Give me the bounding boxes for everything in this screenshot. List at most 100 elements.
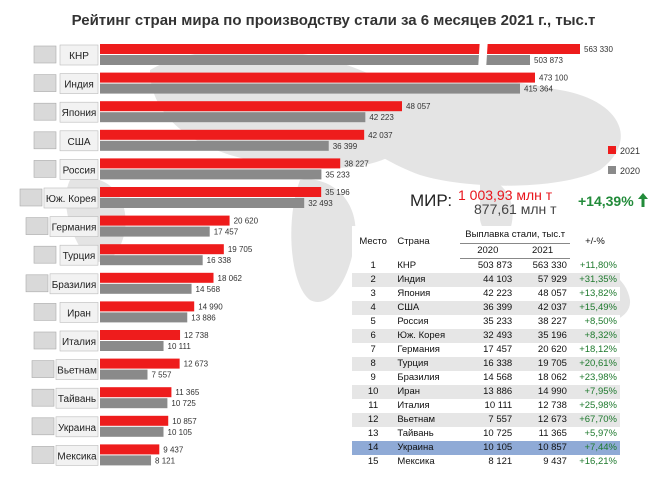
row-2020: 14 568 [460, 371, 516, 385]
bar-2020 [100, 283, 192, 294]
row-country: Италия [394, 399, 461, 413]
row-2020: 7 557 [460, 413, 516, 427]
country-label-box [55, 387, 99, 409]
bar-2020 [100, 312, 188, 323]
row-rank: 7 [352, 343, 395, 357]
value-label-2021: 48 057 [406, 102, 431, 111]
row-country: Турция [394, 357, 461, 371]
value-label-2020: 503 873 [534, 56, 563, 65]
table-row: 4 США 36 399 42 037 +15,49% [352, 301, 620, 315]
bar-2021 [100, 244, 224, 255]
value-label-2021: 473 100 [539, 74, 568, 83]
value-label-2020: 16 338 [207, 256, 232, 265]
bar-2021 [100, 387, 172, 398]
country-label: Япония [62, 108, 97, 119]
row-2020: 503 873 [460, 258, 516, 273]
up-arrow-icon [637, 193, 648, 207]
row-2021: 12 738 [515, 399, 570, 413]
country-label: Юж. Корея [46, 194, 96, 205]
row-2021: 19 705 [515, 357, 570, 371]
bar-2020 [100, 198, 305, 208]
row-rank: 11 [352, 399, 395, 413]
country-label: Мексика [57, 451, 97, 462]
bar-2020 [100, 398, 168, 409]
value-label-2021: 20 620 [234, 217, 259, 226]
row-change: +8,50% [569, 315, 620, 329]
country-flag-icon [33, 74, 57, 92]
row-2021: 14 990 [515, 385, 570, 399]
value-label-2020: 35 233 [325, 170, 350, 179]
bar-2021 [100, 415, 169, 426]
bar-2021 [100, 101, 402, 112]
row-country: США [394, 301, 461, 315]
row-rank: 6 [352, 329, 395, 343]
country-flag-icon [33, 45, 57, 64]
row-2021: 48 057 [515, 287, 570, 301]
value-label-2020: 13 886 [191, 313, 216, 322]
bar-2020 [100, 140, 329, 151]
country-flag-icon [31, 360, 55, 378]
bar-2021 [100, 444, 160, 455]
row-change: +7,44% [569, 441, 620, 455]
country-label: Индия [64, 80, 94, 91]
table-row: 3 Япония 42 223 48 057 +13,82% [352, 287, 620, 301]
bar-2021 [100, 272, 214, 283]
header-2021: 2021 [515, 243, 570, 259]
table-row: 9 Бразилия 14 568 18 062 +23,98% [352, 371, 620, 385]
world-change-value: +14,39% [578, 193, 634, 209]
header-country: Страна [394, 226, 461, 259]
country-flag-icon [31, 417, 55, 436]
value-label-2021: 19 705 [228, 245, 253, 254]
value-label-2021: 38 227 [344, 159, 369, 168]
table-row: 5 Россия 35 233 38 227 +8,50% [352, 315, 620, 329]
country-label: Германия [52, 223, 97, 234]
table-row: 7 Германия 17 457 20 620 +18,12% [352, 343, 620, 357]
row-2020: 8 121 [460, 455, 516, 469]
row-rank: 4 [352, 301, 395, 315]
table-row: 13 Тайвань 10 725 11 365 +5,97% [352, 427, 620, 441]
row-2020: 10 111 [460, 399, 516, 413]
row-change: +8,32% [569, 329, 620, 343]
row-change: +31,35% [569, 273, 620, 287]
ranking-table-body: 1 КНР 503 873 563 330 +11,80% 2 Индия 44 103 57 … [352, 258, 620, 469]
value-label-2020: 17 457 [214, 228, 239, 237]
row-change: +16,21% [569, 455, 620, 469]
country-label: Россия [63, 165, 96, 176]
header-rank: Место [352, 226, 395, 259]
country-label-box [59, 244, 99, 266]
row-rank: 8 [352, 357, 395, 371]
row-2021: 38 227 [515, 315, 570, 329]
table-row: 14 Украина 10 105 10 857 +7,44% [352, 441, 620, 455]
row-rank: 15 [352, 455, 395, 469]
country-label: США [67, 137, 90, 148]
value-label-2021: 10 857 [172, 417, 197, 426]
row-rank: 14 [352, 441, 395, 455]
table-row: 6 Юж. Корея 32 493 35 196 +8,32% [352, 329, 620, 343]
map-shape [291, 179, 356, 302]
row-2021: 42 037 [515, 301, 570, 315]
row-country: Мексика [394, 455, 461, 469]
table-row: 12 Вьетнам 7 557 12 673 +67,70% [352, 413, 620, 427]
row-rank: 12 [352, 413, 395, 427]
row-country: Украина [394, 441, 461, 455]
row-rank: 2 [352, 273, 395, 287]
bar-2020 [100, 55, 530, 65]
axis-break [478, 38, 488, 70]
row-rank: 1 [352, 258, 395, 273]
row-2020: 13 886 [460, 385, 516, 399]
country-flag-icon [25, 217, 49, 235]
legend-label: 2021 [620, 146, 640, 156]
country-label-box [59, 159, 99, 180]
country-flag-icon [19, 188, 43, 207]
country-label-box [49, 216, 99, 237]
bar-2020 [100, 455, 152, 466]
value-label-2021: 42 037 [368, 131, 393, 140]
country-label-box [49, 273, 99, 295]
value-label-2021: 11 365 [175, 388, 199, 397]
header-output: Выплавка стали, тыс.т [460, 226, 570, 244]
bar-2021 [100, 301, 195, 312]
row-2020: 32 493 [460, 329, 516, 343]
row-country: КНР [394, 258, 461, 273]
row-2021: 18 062 [515, 371, 570, 385]
